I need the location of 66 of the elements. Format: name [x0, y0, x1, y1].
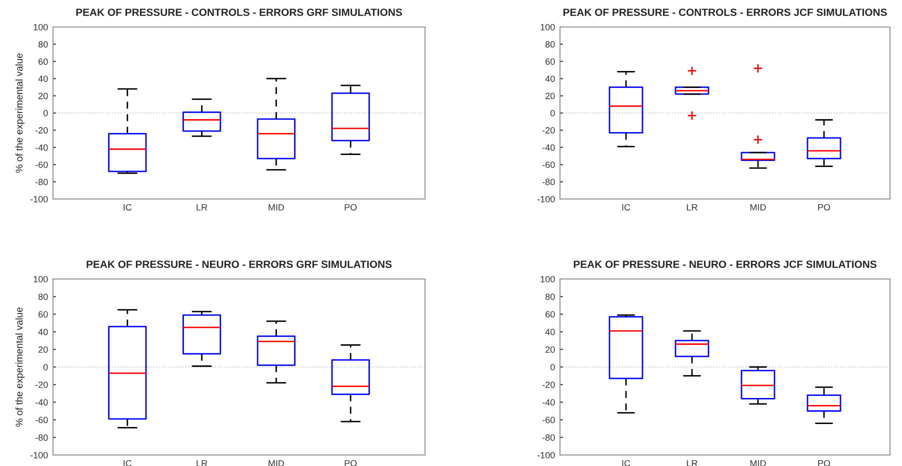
y-tick-label: -60	[542, 162, 555, 168]
y-tick-label: 40	[38, 76, 48, 82]
x-tick-label: LR	[686, 460, 698, 466]
x-tick-label: MID	[268, 204, 284, 210]
chart-title: PEAK OF PRESSURE - CONTROLS - ERRORS GRF SIMULATIONS	[76, 8, 402, 16]
x-tick-label: PO	[344, 460, 357, 466]
x-tick-label: PO	[344, 204, 357, 210]
y-tick-label: -100	[30, 196, 48, 202]
y-tick-label: -20	[35, 127, 48, 134]
y-tick-label: -100	[537, 196, 555, 202]
x-tick-label: PO	[818, 460, 830, 466]
y-tick-label: -40	[542, 144, 555, 151]
y-tick-label: -20	[542, 127, 555, 134]
y-tick-label: 60	[546, 311, 555, 318]
x-tick-label: LR	[686, 204, 698, 210]
y-tick-label: 20	[38, 92, 48, 100]
y-axis-title: % of the experimental value	[15, 53, 25, 173]
y-tick-label: -100	[537, 452, 555, 458]
x-tick-label: IC	[124, 204, 132, 210]
y-tick-label: 40	[38, 328, 48, 336]
y-tick-label: 0	[550, 110, 555, 116]
y-tick-label: 100	[540, 276, 555, 282]
chart-title: PEAK OF PRESSURE - NEURO - ERRORS JCF SIMULATIONS	[574, 260, 876, 268]
x-tick-label: LR	[196, 460, 208, 466]
y-tick-label: 60	[38, 58, 48, 65]
x-tick-label: IC	[622, 460, 630, 466]
y-tick-label: -20	[35, 382, 48, 388]
chart-title: PEAK OF PRESSURE - CONTROLS - ERRORS JCF SIMULATIONS	[563, 8, 887, 16]
y-tick-label: 100	[540, 24, 555, 30]
y-tick-label: -60	[35, 162, 48, 168]
chart-title: PEAK OF PRESSURE - NEURO - ERRORS GRF SIMULATIONS	[86, 260, 392, 268]
y-tick-label: 80	[38, 41, 48, 48]
y-tick-label: 20	[38, 346, 48, 353]
x-tick-label: IC	[622, 204, 630, 210]
y-tick-label: 80	[38, 294, 48, 300]
y-tick-label: -40	[542, 399, 555, 406]
y-tick-label: -80	[35, 178, 48, 186]
y-tick-label: 60	[38, 311, 48, 318]
x-tick-label: MID	[750, 460, 766, 466]
y-tick-label: 40	[545, 76, 555, 82]
y-tick-label: -20	[542, 382, 555, 388]
y-tick-label: 60	[546, 58, 555, 65]
y-tick-label: -60	[35, 416, 48, 424]
y-tick-label: -40	[35, 399, 48, 406]
y-tick-label: 40	[545, 328, 555, 336]
y-tick-label: -80	[542, 178, 555, 186]
y-tick-label: 20	[546, 92, 555, 100]
y-axis-title: % of the experimental value	[15, 307, 25, 427]
x-tick-label: IC	[124, 460, 132, 466]
y-tick-label: 80	[545, 41, 555, 48]
y-tick-label: 80	[545, 294, 555, 300]
y-tick-label: 0	[43, 110, 48, 116]
x-tick-label: MID	[268, 460, 284, 466]
y-tick-label: 100	[34, 24, 48, 30]
y-tick-label: 0	[43, 364, 48, 370]
y-tick-label: 0	[550, 364, 555, 370]
y-tick-label: 20	[546, 346, 555, 353]
y-tick-label: -60	[542, 416, 555, 424]
y-tick-label: -40	[35, 144, 48, 151]
y-tick-label: -100	[30, 452, 48, 458]
y-tick-label: 100	[34, 276, 48, 282]
y-tick-label: -80	[542, 434, 555, 441]
y-tick-label: -80	[35, 434, 48, 441]
x-tick-label: PO	[818, 204, 830, 210]
x-tick-label: MID	[750, 204, 766, 210]
x-tick-label: LR	[196, 204, 208, 210]
